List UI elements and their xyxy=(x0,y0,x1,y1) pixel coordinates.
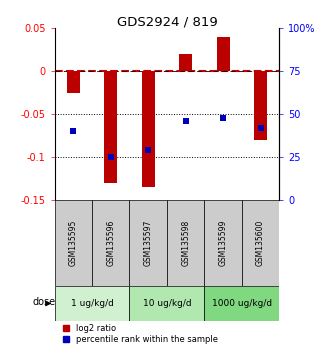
Text: GSM135599: GSM135599 xyxy=(219,220,228,266)
Text: 10 ug/kg/d: 10 ug/kg/d xyxy=(143,299,191,308)
Text: 1 ug/kg/d: 1 ug/kg/d xyxy=(71,299,113,308)
Bar xyxy=(129,286,204,321)
Point xyxy=(146,148,151,153)
Bar xyxy=(167,200,204,286)
Text: dose: dose xyxy=(32,297,55,307)
Bar xyxy=(204,200,242,286)
Title: GDS2924 / 819: GDS2924 / 819 xyxy=(117,15,217,28)
Bar xyxy=(179,54,192,71)
Text: GSM135596: GSM135596 xyxy=(106,220,115,266)
Bar xyxy=(254,71,267,140)
Point xyxy=(183,118,188,124)
Point xyxy=(71,129,76,134)
Text: GSM135598: GSM135598 xyxy=(181,220,190,266)
Bar xyxy=(217,37,230,71)
Bar xyxy=(92,200,129,286)
Bar xyxy=(55,200,92,286)
Legend: log2 ratio, percentile rank within the sample: log2 ratio, percentile rank within the s… xyxy=(63,324,218,344)
Point xyxy=(108,154,113,160)
Text: GSM135597: GSM135597 xyxy=(144,220,153,266)
Text: 1000 ug/kg/d: 1000 ug/kg/d xyxy=(212,299,272,308)
Bar xyxy=(104,71,117,183)
Point xyxy=(258,125,263,131)
Bar xyxy=(129,200,167,286)
Bar xyxy=(204,286,279,321)
Bar xyxy=(142,71,155,187)
Bar xyxy=(67,71,80,93)
Bar xyxy=(242,200,279,286)
Point xyxy=(221,115,226,120)
Bar xyxy=(55,286,129,321)
Text: GSM135600: GSM135600 xyxy=(256,220,265,266)
Text: GSM135595: GSM135595 xyxy=(69,220,78,266)
